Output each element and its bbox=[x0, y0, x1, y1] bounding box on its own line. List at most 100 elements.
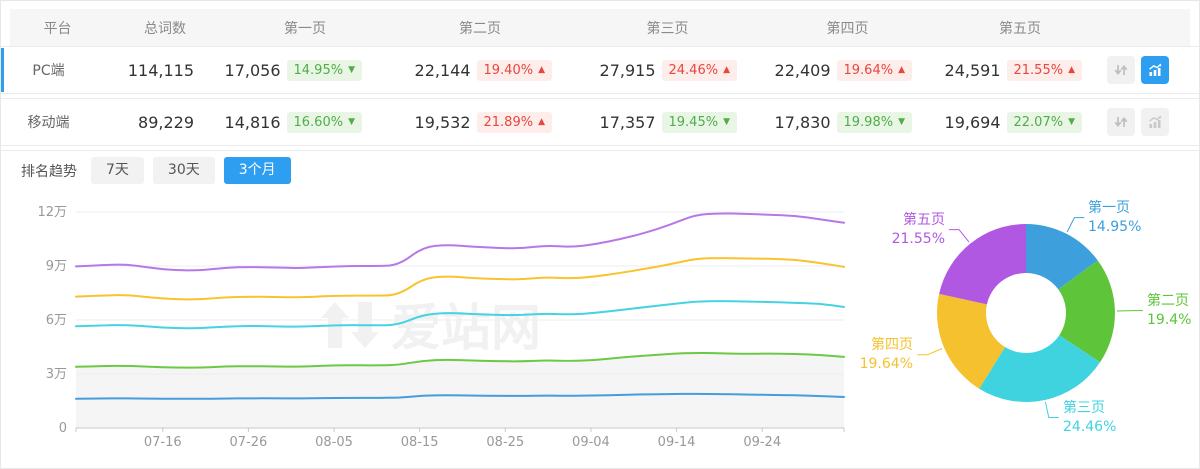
tab-3m[interactable]: 3个月 bbox=[223, 157, 291, 184]
charts-area: 爱站网 0 3万 6万 9万 12万 07-16 07-26 08-05 08-15 08-25 09… bbox=[1, 190, 1200, 469]
page-5-cell: 24,591 21.55% ▲ bbox=[926, 59, 1096, 81]
rank-trend-line-chart[interactable]: 爱站网 0 3万 6万 9万 12万 07-16 07-26 08-05 08-15 08-25 09… bbox=[1, 190, 861, 469]
y-axis-label: 9万 bbox=[46, 259, 67, 274]
page-5-cell: 19,694 22.07% ▼ bbox=[926, 111, 1096, 133]
page-4-count: 22,409 bbox=[774, 60, 831, 80]
change-percent: 19.40% bbox=[483, 62, 534, 78]
x-axis-label: 07-26 bbox=[230, 435, 268, 450]
series-line-总词数 bbox=[75, 212, 845, 272]
series-line-第三页 bbox=[75, 300, 845, 330]
sort-button[interactable] bbox=[1107, 56, 1135, 84]
col-page-5: 第五页 bbox=[999, 20, 1041, 37]
y-axis-label: 3万 bbox=[46, 367, 67, 382]
row-actions bbox=[1096, 56, 1199, 84]
table-row-mobile[interactable]: 移动端 89,229 14,816 16.60% ▼ 19,532 21.89% ▲ 17,35… bbox=[1, 98, 1199, 146]
arrow-up-icon: ▲ bbox=[723, 64, 730, 75]
col-total-words: 总词数 bbox=[144, 20, 186, 37]
total-words-value: 114,115 bbox=[127, 60, 194, 80]
active-row-indicator bbox=[1, 48, 4, 92]
donut-label-percent: 19.4% bbox=[1147, 312, 1192, 328]
table-header: 平台 总词数 第一页 第二页 第三页 第四页 第五页 bbox=[10, 9, 1190, 46]
change-percent: 24.46% bbox=[668, 62, 719, 78]
change-percent: 21.55% bbox=[1013, 62, 1064, 78]
page-4-count: 17,830 bbox=[774, 112, 831, 132]
y-axis-label: 12万 bbox=[37, 205, 67, 220]
table-body: PC端 114,115 17,056 14.95% ▼ 22,144 19.40% ▲ 27,9… bbox=[1, 46, 1199, 146]
trend-section-header: 排名趋势 7天 30天 3个月 bbox=[1, 150, 1199, 190]
change-percent: 22.07% bbox=[1013, 114, 1064, 130]
show-trend-chart-button[interactable] bbox=[1141, 56, 1169, 84]
sort-arrows-icon bbox=[1114, 65, 1128, 75]
active-row-indicator bbox=[1, 100, 4, 144]
change-badge: 24.46% ▲ bbox=[661, 59, 737, 81]
platform-label: PC端 bbox=[32, 63, 65, 79]
col-page-1: 第一页 bbox=[284, 20, 326, 37]
sort-arrows-icon bbox=[1114, 117, 1128, 127]
page-5-count: 24,591 bbox=[944, 60, 1001, 80]
arrow-down-icon: ▼ bbox=[348, 64, 355, 75]
table-row-pc[interactable]: PC端 114,115 17,056 14.95% ▼ 22,144 19.40% ▲ 27,9… bbox=[1, 46, 1199, 94]
series-line-第一页 bbox=[75, 392, 845, 400]
donut-label-第二页: 第二页 19.4% bbox=[1147, 292, 1191, 330]
change-percent: 21.89% bbox=[483, 114, 534, 130]
page-share-donut-chart[interactable] bbox=[861, 190, 1200, 469]
page-1-cell: 14,816 16.60% ▼ bbox=[216, 111, 376, 133]
page-3-count: 27,915 bbox=[599, 60, 656, 80]
x-axis-label: 08-15 bbox=[401, 435, 439, 450]
watermark-text: 爱站网 bbox=[391, 299, 541, 357]
donut-label-percent: 19.64% bbox=[859, 356, 913, 372]
platform-label: 移动端 bbox=[27, 115, 70, 131]
x-axis-label: 07-16 bbox=[144, 435, 182, 450]
page-4-cell: 22,409 19.64% ▲ bbox=[751, 59, 926, 81]
donut-label-第五页: 第五页 21.55% bbox=[892, 211, 945, 249]
donut-slice-第五页 bbox=[939, 224, 1026, 305]
page-4-cell: 17,830 19.98% ▼ bbox=[751, 111, 926, 133]
donut-label-第三页: 第三页 24.46% bbox=[1063, 399, 1116, 437]
donut-label-第四页: 第四页 19.64% bbox=[860, 336, 913, 374]
page-1-cell: 17,056 14.95% ▼ bbox=[216, 59, 376, 81]
donut-label-percent: 14.95% bbox=[1088, 219, 1142, 235]
page-2-cell: 19,532 21.89% ▲ bbox=[376, 111, 566, 133]
arrow-up-icon: ▲ bbox=[1068, 64, 1075, 75]
arrow-up-icon: ▲ bbox=[898, 64, 905, 75]
change-badge: 22.07% ▼ bbox=[1006, 111, 1082, 133]
sort-button[interactable] bbox=[1107, 108, 1135, 136]
col-platform: 平台 bbox=[43, 20, 72, 37]
page-1-count: 17,056 bbox=[224, 60, 281, 80]
tab-7d[interactable]: 7天 bbox=[91, 157, 144, 184]
x-axis-label: 09-24 bbox=[743, 435, 781, 450]
donut-label-percent: 24.46% bbox=[1063, 419, 1117, 435]
change-badge: 19.64% ▲ bbox=[836, 59, 912, 81]
donut-slice-第二页 bbox=[1058, 260, 1115, 363]
row-actions bbox=[1096, 108, 1199, 136]
donut-label-name: 第四页 bbox=[871, 337, 913, 353]
total-words-value: 89,229 bbox=[138, 112, 194, 132]
y-axis-label: 0 bbox=[59, 421, 67, 436]
page-5-count: 19,694 bbox=[944, 112, 1001, 132]
donut-label-name: 第五页 bbox=[903, 212, 945, 228]
donut-slice-第三页 bbox=[979, 335, 1101, 402]
x-axis-label: 08-25 bbox=[486, 435, 524, 450]
change-badge: 19.45% ▼ bbox=[661, 111, 737, 133]
arrow-up-icon: ▲ bbox=[538, 64, 545, 75]
donut-label-name: 第一页 bbox=[1088, 200, 1130, 216]
page-1-count: 14,816 bbox=[224, 112, 281, 132]
x-axis-label: 09-14 bbox=[658, 435, 696, 450]
donut-label-name: 第二页 bbox=[1147, 293, 1189, 309]
tab-30d[interactable]: 30天 bbox=[152, 157, 215, 184]
change-percent: 16.60% bbox=[293, 114, 344, 130]
donut-label-line bbox=[1044, 401, 1059, 418]
area-fill-第二页 bbox=[76, 352, 844, 428]
change-badge: 14.95% ▼ bbox=[286, 59, 362, 81]
change-badge: 16.60% ▼ bbox=[286, 111, 362, 133]
trend-range-tabs: 7天 30天 3个月 bbox=[91, 157, 300, 184]
page-3-cell: 17,357 19.45% ▼ bbox=[566, 111, 751, 133]
change-percent: 19.45% bbox=[668, 114, 719, 130]
page-3-count: 17,357 bbox=[599, 112, 656, 132]
trend-title: 排名趋势 bbox=[21, 163, 77, 180]
col-page-2: 第二页 bbox=[459, 20, 501, 37]
series-line-第四页 bbox=[75, 257, 845, 301]
change-percent: 19.64% bbox=[843, 62, 894, 78]
show-trend-chart-button[interactable] bbox=[1141, 108, 1169, 136]
